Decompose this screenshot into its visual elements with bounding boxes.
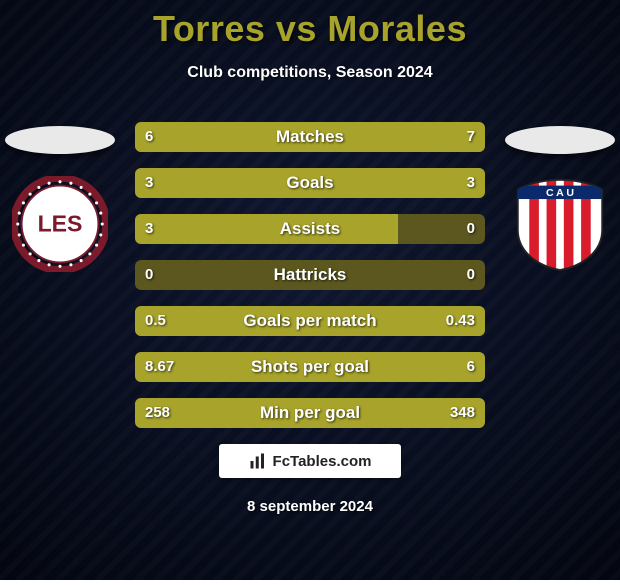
stat-row: 30Assists xyxy=(135,214,485,244)
crest-right-svg: C A U xyxy=(512,176,608,272)
crest-left-ellipse xyxy=(5,126,115,154)
crest-left-svg: LES xyxy=(12,176,108,272)
crest-right-wrap: C A U xyxy=(500,120,620,272)
stat-row: 0.50.43Goals per match xyxy=(135,306,485,336)
footer-site-text: FcTables.com xyxy=(273,453,372,470)
crest-right-badge: C A U xyxy=(512,176,608,272)
stats-container: 67Matches 33Goals 30Assists 00Hattricks 0.50… xyxy=(135,122,485,444)
svg-text:LES: LES xyxy=(38,211,83,237)
stat-row: 00Hattricks xyxy=(135,260,485,290)
stat-label: Shots per goal xyxy=(135,352,485,382)
footer-site-badge[interactable]: FcTables.com xyxy=(219,444,401,478)
stat-label: Goals xyxy=(135,168,485,198)
stat-label: Min per goal xyxy=(135,398,485,428)
subtitle: Club competitions, Season 2024 xyxy=(0,64,620,82)
chart-icon xyxy=(249,452,267,470)
stat-label: Matches xyxy=(135,122,485,152)
page-title: Torres vs Morales xyxy=(0,0,620,50)
stat-label: Goals per match xyxy=(135,306,485,336)
crest-left-badge: LES xyxy=(12,176,108,272)
stat-row: 8.676Shots per goal xyxy=(135,352,485,382)
stat-row: 67Matches xyxy=(135,122,485,152)
content-root: Torres vs Morales Club competitions, Sea… xyxy=(0,0,620,580)
stat-label: Hattricks xyxy=(135,260,485,290)
stat-row: 258348Min per goal xyxy=(135,398,485,428)
footer-date: 8 september 2024 xyxy=(0,498,620,515)
stat-label: Assists xyxy=(135,214,485,244)
crest-left-wrap: LES xyxy=(0,120,120,272)
stat-row: 33Goals xyxy=(135,168,485,198)
crest-right-ellipse xyxy=(505,126,615,154)
svg-text:C A U: C A U xyxy=(546,187,574,199)
